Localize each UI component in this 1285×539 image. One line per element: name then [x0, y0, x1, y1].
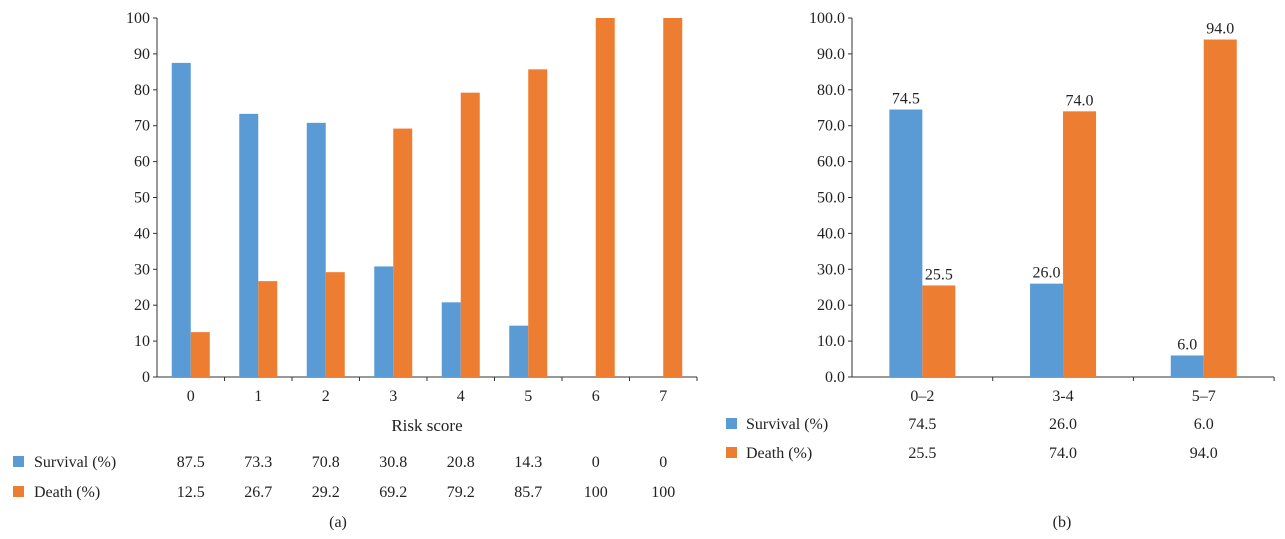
bar-death-0 [922, 285, 956, 377]
x-tick-label: 2 [322, 388, 330, 405]
legend-swatch-death [726, 447, 737, 458]
y-tick-label: 30.0 [817, 261, 845, 278]
legend-swatch-death [13, 486, 24, 497]
x-tick-label: 1 [254, 388, 262, 405]
bar-survival-0 [171, 62, 191, 377]
bar-death-5 [528, 69, 548, 377]
x-tick-label: 3-4 [1052, 388, 1073, 405]
x-tick-label: 5–7 [1192, 388, 1216, 405]
table-cell: 26.7 [244, 484, 272, 501]
chart-panel-b: 0.0 10.0 20.0 30.0 40.0 50.0 60.0 70.0 80.0 90.0 1… [726, 10, 1275, 531]
bar-death-7 [663, 18, 683, 377]
table-cell: 100 [651, 484, 675, 501]
y-tick-label: 40 [134, 225, 150, 242]
table-cell: 0 [592, 454, 600, 471]
y-tick-label: 60 [134, 154, 150, 171]
x-tick-label: 0–2 [910, 388, 934, 405]
table-cell: 100 [584, 484, 608, 501]
y-tick-label: 10.0 [817, 333, 845, 350]
panel-label: (b) [1053, 514, 1072, 531]
table-cell: 70.8 [312, 454, 340, 471]
y-tick-label: 10 [134, 333, 150, 350]
y-tick-label: 50 [134, 190, 150, 207]
legend-label-death: Death (%) [746, 445, 812, 462]
bar-death-6 [595, 18, 615, 377]
y-tick-label: 0 [142, 369, 150, 386]
y-tick-label: 70.0 [817, 118, 845, 135]
bar-death-3 [393, 128, 413, 377]
bar-death-4 [460, 92, 480, 377]
y-tick-label: 100.0 [809, 10, 845, 27]
table-cell: 20.8 [447, 454, 475, 471]
bar-death-2 [325, 272, 345, 377]
bar-death-0 [190, 332, 210, 377]
x-tick-label: 3 [389, 388, 397, 405]
y-tick-label: 70 [134, 118, 150, 135]
table-cell: 87.5 [177, 454, 205, 471]
x-axis-title: Risk score [391, 416, 462, 435]
bar-survival-4 [441, 302, 461, 377]
legend-label-death: Death (%) [34, 484, 100, 501]
table-cell: 26.0 [1049, 416, 1077, 433]
legend-swatch-survival [726, 418, 737, 429]
table-cell: 30.8 [379, 454, 407, 471]
table-cell: 6.0 [1194, 416, 1214, 433]
bar-death-1 [258, 281, 278, 377]
table-cell: 25.5 [908, 445, 936, 462]
table-cell: 29.2 [312, 484, 340, 501]
y-tick-label: 20.0 [817, 297, 845, 314]
table-cell: 69.2 [379, 484, 407, 501]
table-cell: 0 [659, 454, 667, 471]
bar-survival-1 [239, 113, 259, 377]
data-label: 25.5 [925, 266, 953, 283]
x-tick-label: 0 [187, 388, 195, 405]
y-tick-label: 20 [134, 297, 150, 314]
y-tick-label: 100 [126, 10, 150, 27]
table-cell: 79.2 [447, 484, 475, 501]
bar-survival-5 [509, 325, 529, 377]
bar-death-1 [1063, 111, 1097, 377]
y-tick-label: 80.0 [817, 82, 845, 99]
chart-panel-a: 0 10 20 30 40 50 60 70 80 90 100 0 1 2 3 4 5 6 7 Risk score… [13, 10, 698, 531]
x-tick-label: 4 [457, 388, 465, 405]
x-tick-label: 7 [659, 388, 667, 405]
x-tick-label: 6 [592, 388, 600, 405]
table-cell: 85.7 [514, 484, 542, 501]
bar-death-2 [1203, 39, 1237, 377]
data-label: 74.5 [892, 91, 920, 108]
panel-label: (a) [329, 514, 347, 531]
data-label: 94.0 [1206, 21, 1234, 38]
x-tick-label: 5 [524, 388, 532, 405]
bar-survival-2 [1170, 355, 1204, 377]
legend-label-survival: Survival (%) [746, 416, 828, 433]
legend-label-survival: Survival (%) [34, 454, 116, 471]
y-tick-label: 90.0 [817, 46, 845, 63]
data-label: 74.0 [1066, 92, 1094, 109]
bar-survival-0 [889, 109, 923, 378]
data-label: 26.0 [1033, 265, 1061, 282]
table-cell: 94.0 [1190, 445, 1218, 462]
y-tick-label: 50.0 [817, 190, 845, 207]
y-tick-label: 40.0 [817, 225, 845, 242]
y-tick-label: 90 [134, 46, 150, 63]
table-cell: 74.5 [908, 416, 936, 433]
table-cell: 73.3 [244, 454, 272, 471]
legend-swatch-survival [13, 456, 24, 467]
bar-survival-2 [306, 122, 326, 377]
bar-survival-1 [1030, 283, 1064, 377]
table-cell: 74.0 [1049, 445, 1077, 462]
y-tick-label: 30 [134, 261, 150, 278]
table-cell: 12.5 [177, 484, 205, 501]
y-tick-label: 80 [134, 82, 150, 99]
data-label: 6.0 [1177, 336, 1197, 353]
bar-survival-3 [374, 266, 394, 377]
table-cell: 14.3 [514, 454, 542, 471]
y-tick-label: 60.0 [817, 154, 845, 171]
y-tick-label: 0.0 [825, 369, 845, 386]
